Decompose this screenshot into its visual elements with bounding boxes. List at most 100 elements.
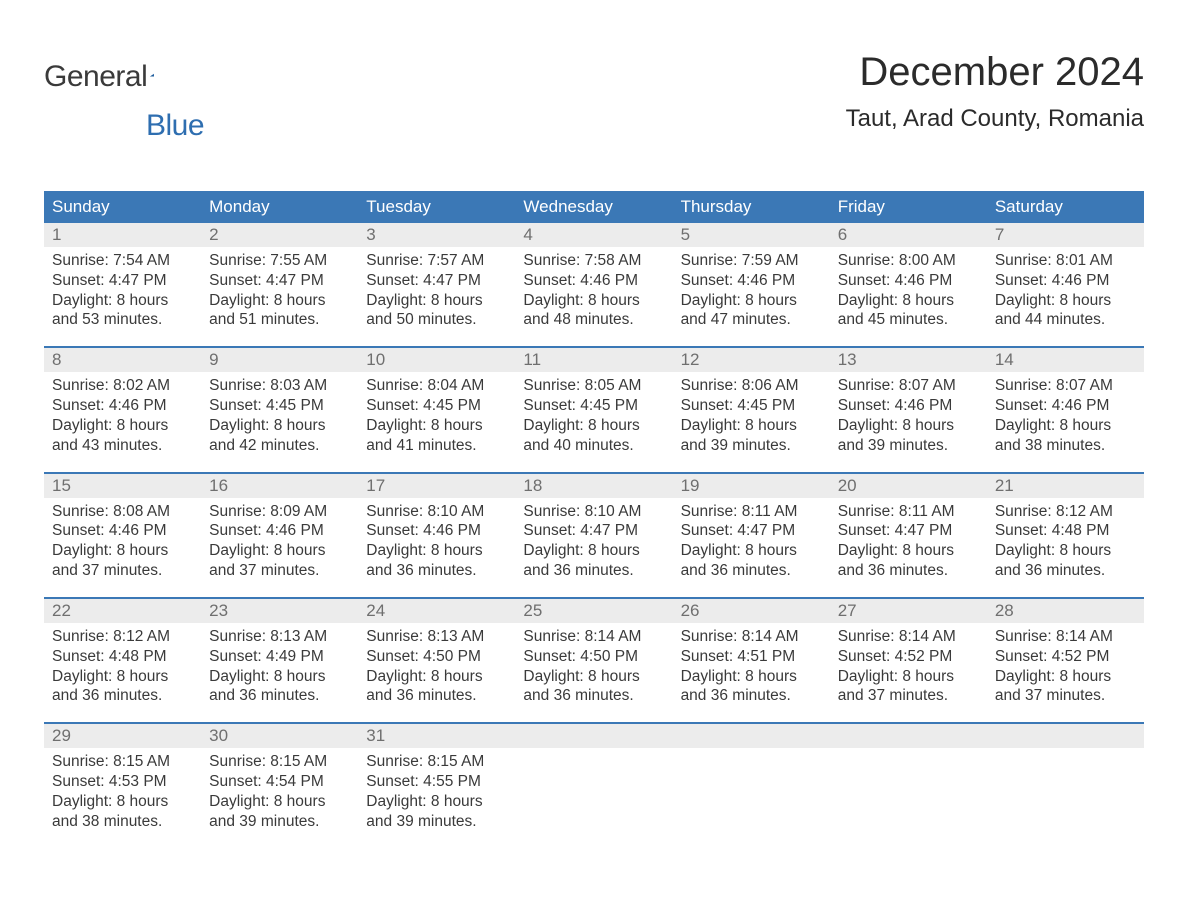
- day-number: 10: [358, 348, 515, 372]
- day-data: Sunrise: 8:00 AMSunset: 4:46 PMDaylight:…: [830, 247, 987, 332]
- daylight-line-2: and 36 minutes.: [681, 561, 822, 581]
- day-number: 18: [515, 474, 672, 498]
- sunrise-line: Sunrise: 8:12 AM: [52, 627, 193, 647]
- daylight-line-1: Daylight: 8 hours: [209, 667, 350, 687]
- daylight-line-1: Daylight: 8 hours: [52, 667, 193, 687]
- daylight-line-1: Daylight: 8 hours: [366, 541, 507, 561]
- sunset-line: Sunset: 4:50 PM: [523, 647, 664, 667]
- weekday-saturday: Saturday: [987, 191, 1144, 223]
- daylight-line-2: and 42 minutes.: [209, 436, 350, 456]
- sunrise-line: Sunrise: 7:58 AM: [523, 251, 664, 271]
- sunset-line: Sunset: 4:45 PM: [681, 396, 822, 416]
- daylight-line-1: Daylight: 8 hours: [995, 416, 1136, 436]
- week-row: 15161718192021Sunrise: 8:08 AMSunset: 4:…: [44, 472, 1144, 583]
- day-number: 6: [830, 223, 987, 247]
- daydata-row: Sunrise: 7:54 AMSunset: 4:47 PMDaylight:…: [44, 247, 1144, 332]
- sunset-line: Sunset: 4:52 PM: [838, 647, 979, 667]
- daylight-line-2: and 38 minutes.: [52, 812, 193, 832]
- day-number: [515, 724, 672, 748]
- daylight-line-2: and 36 minutes.: [209, 686, 350, 706]
- daylight-line-2: and 45 minutes.: [838, 310, 979, 330]
- day-number: 22: [44, 599, 201, 623]
- sunset-line: Sunset: 4:52 PM: [995, 647, 1136, 667]
- logo-text-blue: Blue: [146, 109, 204, 142]
- sunset-line: Sunset: 4:51 PM: [681, 647, 822, 667]
- day-number: 2: [201, 223, 358, 247]
- sunrise-line: Sunrise: 8:14 AM: [838, 627, 979, 647]
- day-data: Sunrise: 8:01 AMSunset: 4:46 PMDaylight:…: [987, 247, 1144, 332]
- calendar: SundayMondayTuesdayWednesdayThursdayFrid…: [44, 191, 1144, 834]
- sunset-line: Sunset: 4:47 PM: [52, 271, 193, 291]
- day-data: Sunrise: 7:55 AMSunset: 4:47 PMDaylight:…: [201, 247, 358, 332]
- daylight-line-1: Daylight: 8 hours: [366, 416, 507, 436]
- sunset-line: Sunset: 4:45 PM: [523, 396, 664, 416]
- daylight-line-2: and 37 minutes.: [995, 686, 1136, 706]
- day-data: Sunrise: 8:10 AMSunset: 4:46 PMDaylight:…: [358, 498, 515, 583]
- day-data: Sunrise: 8:14 AMSunset: 4:50 PMDaylight:…: [515, 623, 672, 708]
- day-number: 8: [44, 348, 201, 372]
- sunrise-line: Sunrise: 8:11 AM: [681, 502, 822, 522]
- sunset-line: Sunset: 4:46 PM: [52, 521, 193, 541]
- day-data: Sunrise: 8:10 AMSunset: 4:47 PMDaylight:…: [515, 498, 672, 583]
- flag-icon: [150, 66, 154, 84]
- daynum-row: 891011121314: [44, 348, 1144, 372]
- sunrise-line: Sunrise: 8:14 AM: [681, 627, 822, 647]
- daylight-line-1: Daylight: 8 hours: [209, 416, 350, 436]
- sunset-line: Sunset: 4:47 PM: [523, 521, 664, 541]
- daylight-line-2: and 36 minutes.: [681, 686, 822, 706]
- day-number: [673, 724, 830, 748]
- sunset-line: Sunset: 4:47 PM: [681, 521, 822, 541]
- daylight-line-2: and 37 minutes.: [838, 686, 979, 706]
- sunset-line: Sunset: 4:50 PM: [366, 647, 507, 667]
- sunrise-line: Sunrise: 8:12 AM: [995, 502, 1136, 522]
- sunset-line: Sunset: 4:45 PM: [209, 396, 350, 416]
- day-data: Sunrise: 8:15 AMSunset: 4:54 PMDaylight:…: [201, 748, 358, 833]
- daylight-line-1: Daylight: 8 hours: [366, 291, 507, 311]
- logo: General: [44, 50, 178, 94]
- day-data: Sunrise: 8:07 AMSunset: 4:46 PMDaylight:…: [987, 372, 1144, 457]
- day-number: 11: [515, 348, 672, 372]
- daylight-line-1: Daylight: 8 hours: [523, 291, 664, 311]
- daylight-line-1: Daylight: 8 hours: [995, 291, 1136, 311]
- daylight-line-2: and 36 minutes.: [52, 686, 193, 706]
- daylight-line-2: and 39 minutes.: [366, 812, 507, 832]
- sunset-line: Sunset: 4:46 PM: [995, 271, 1136, 291]
- daylight-line-2: and 44 minutes.: [995, 310, 1136, 330]
- daylight-line-2: and 36 minutes.: [366, 686, 507, 706]
- daylight-line-1: Daylight: 8 hours: [681, 541, 822, 561]
- sunrise-line: Sunrise: 8:13 AM: [366, 627, 507, 647]
- sunset-line: Sunset: 4:46 PM: [681, 271, 822, 291]
- sunrise-line: Sunrise: 8:08 AM: [52, 502, 193, 522]
- sunrise-line: Sunrise: 7:55 AM: [209, 251, 350, 271]
- day-data: Sunrise: 8:09 AMSunset: 4:46 PMDaylight:…: [201, 498, 358, 583]
- month-title: December 2024: [846, 50, 1144, 95]
- day-data: Sunrise: 8:06 AMSunset: 4:45 PMDaylight:…: [673, 372, 830, 457]
- daylight-line-2: and 39 minutes.: [681, 436, 822, 456]
- sunset-line: Sunset: 4:46 PM: [838, 396, 979, 416]
- sunrise-line: Sunrise: 8:07 AM: [838, 376, 979, 396]
- day-data: Sunrise: 8:13 AMSunset: 4:49 PMDaylight:…: [201, 623, 358, 708]
- day-number: 25: [515, 599, 672, 623]
- daylight-line-1: Daylight: 8 hours: [838, 541, 979, 561]
- sunrise-line: Sunrise: 8:10 AM: [366, 502, 507, 522]
- day-number: 15: [44, 474, 201, 498]
- day-number: 23: [201, 599, 358, 623]
- sunset-line: Sunset: 4:46 PM: [995, 396, 1136, 416]
- sunset-line: Sunset: 4:53 PM: [52, 772, 193, 792]
- daylight-line-2: and 36 minutes.: [838, 561, 979, 581]
- daylight-line-2: and 38 minutes.: [995, 436, 1136, 456]
- daylight-line-2: and 50 minutes.: [366, 310, 507, 330]
- day-number: 29: [44, 724, 201, 748]
- sunrise-line: Sunrise: 8:15 AM: [366, 752, 507, 772]
- daylight-line-1: Daylight: 8 hours: [995, 541, 1136, 561]
- daylight-line-1: Daylight: 8 hours: [52, 541, 193, 561]
- daylight-line-2: and 39 minutes.: [838, 436, 979, 456]
- day-number: 7: [987, 223, 1144, 247]
- daydata-row: Sunrise: 8:08 AMSunset: 4:46 PMDaylight:…: [44, 498, 1144, 583]
- daylight-line-1: Daylight: 8 hours: [838, 416, 979, 436]
- daynum-row: 1234567: [44, 223, 1144, 247]
- sunset-line: Sunset: 4:49 PM: [209, 647, 350, 667]
- weekday-thursday: Thursday: [673, 191, 830, 223]
- sunrise-line: Sunrise: 7:57 AM: [366, 251, 507, 271]
- daylight-line-1: Daylight: 8 hours: [995, 667, 1136, 687]
